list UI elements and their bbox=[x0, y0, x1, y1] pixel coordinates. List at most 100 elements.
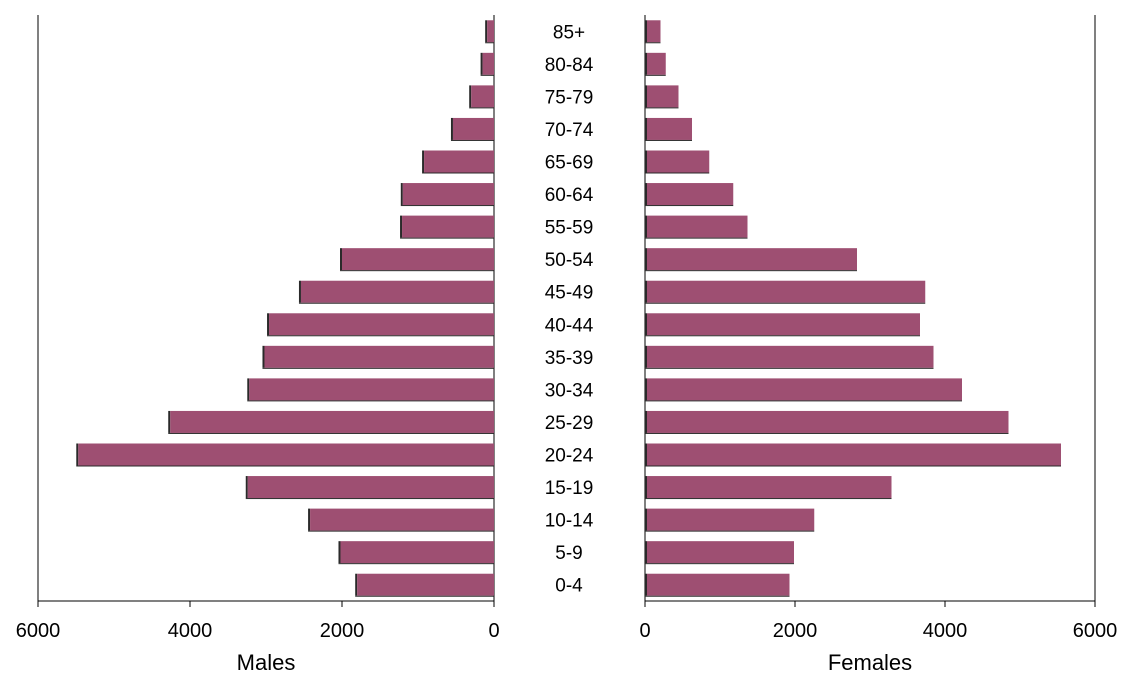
male-bar bbox=[357, 573, 494, 596]
male-bar-bottom-edge bbox=[400, 237, 494, 239]
male-bar-bottom-edge bbox=[422, 172, 494, 174]
male-bar-bottom-edge bbox=[247, 400, 494, 402]
male-bar-shadow bbox=[340, 248, 342, 271]
males-ticks: 6000 4000 2000 0 bbox=[16, 601, 500, 642]
male-bar-shadow bbox=[308, 508, 311, 531]
female-bar-bottom-edge bbox=[645, 270, 857, 272]
male-bar-bottom-edge bbox=[308, 530, 494, 532]
male-bar bbox=[264, 345, 494, 368]
male-bar bbox=[471, 85, 494, 108]
female-bar bbox=[647, 378, 962, 401]
female-bar bbox=[647, 573, 790, 596]
female-bar bbox=[647, 410, 1009, 433]
male-bar-bottom-edge bbox=[485, 42, 494, 44]
female-bar bbox=[647, 85, 679, 108]
female-bar bbox=[647, 313, 920, 336]
male-bar-shadow bbox=[245, 476, 248, 499]
female-bar bbox=[647, 248, 857, 271]
female-bar-bottom-edge bbox=[645, 205, 734, 207]
female-bar-bottom-edge bbox=[645, 595, 790, 597]
female-bar-shadow bbox=[645, 313, 647, 336]
female-bar bbox=[647, 280, 926, 303]
female-bar bbox=[647, 183, 734, 206]
age-group-label: 60-64 bbox=[545, 185, 594, 206]
age-group-label: 35-39 bbox=[545, 348, 594, 369]
x-tick-label: 2000 bbox=[773, 620, 818, 642]
male-bar-bottom-edge bbox=[400, 205, 494, 207]
male-bar-shadow bbox=[400, 215, 403, 238]
age-group-label: 45-49 bbox=[545, 283, 594, 304]
female-bar-bottom-edge bbox=[645, 42, 661, 44]
age-group-label: 30-34 bbox=[545, 380, 594, 401]
female-bar-bottom-edge bbox=[645, 107, 679, 109]
female-bar-shadow bbox=[645, 378, 647, 401]
male-bar-bottom-edge bbox=[469, 107, 494, 109]
female-bar-shadow bbox=[645, 248, 647, 271]
female-bar-shadow bbox=[645, 85, 647, 108]
male-bar-shadow bbox=[422, 150, 425, 173]
male-bar bbox=[249, 378, 494, 401]
x-tick-label: 0 bbox=[488, 620, 499, 642]
male-bar-bottom-edge bbox=[480, 74, 494, 76]
female-bar-bottom-edge bbox=[645, 530, 815, 532]
male-bar-shadow bbox=[469, 85, 472, 108]
male-bar-bottom-edge bbox=[245, 498, 494, 500]
male-bar-shadow bbox=[400, 183, 403, 206]
female-bar-shadow bbox=[645, 573, 647, 596]
male-bar bbox=[269, 313, 494, 336]
x-tick-label: 4000 bbox=[168, 620, 213, 642]
age-group-label: 10-14 bbox=[545, 511, 594, 532]
age-group-label: 40-44 bbox=[545, 315, 594, 336]
female-bar bbox=[647, 476, 892, 499]
male-bar bbox=[170, 410, 495, 433]
male-bar-bottom-edge bbox=[76, 465, 494, 467]
age-group-label: 70-74 bbox=[545, 120, 594, 141]
female-bar bbox=[647, 345, 934, 368]
female-bar-shadow bbox=[645, 280, 647, 303]
age-group-label: 20-24 bbox=[545, 446, 594, 467]
female-bar-bottom-edge bbox=[645, 172, 710, 174]
males-panel: 6000 4000 2000 0 Males bbox=[16, 15, 500, 675]
female-bar-bottom-edge bbox=[645, 400, 962, 402]
age-group-label: 5-9 bbox=[555, 543, 582, 564]
female-bar bbox=[647, 215, 748, 238]
female-bar-shadow bbox=[645, 150, 647, 173]
female-bar-shadow bbox=[645, 508, 647, 531]
x-tick-label: 6000 bbox=[1073, 620, 1118, 642]
male-bar-shadow bbox=[262, 345, 265, 368]
females-ticks: 0 2000 4000 6000 bbox=[639, 601, 1117, 642]
male-bar-bottom-edge bbox=[338, 563, 494, 565]
male-bar bbox=[300, 280, 494, 303]
x-tick-label: 0 bbox=[639, 620, 650, 642]
male-bar-bottom-edge bbox=[355, 595, 494, 597]
female-bar-shadow bbox=[645, 20, 647, 43]
female-bar-bottom-edge bbox=[645, 335, 920, 337]
male-bar-shadow bbox=[247, 378, 250, 401]
male-bar-shadow bbox=[168, 410, 171, 433]
females-bars bbox=[645, 20, 1061, 597]
female-bar-shadow bbox=[645, 215, 647, 238]
female-bar-shadow bbox=[645, 410, 647, 433]
males-bars bbox=[76, 20, 495, 597]
female-bar-bottom-edge bbox=[645, 74, 666, 76]
male-bar-bottom-edge bbox=[267, 335, 494, 337]
female-bar-shadow bbox=[645, 476, 647, 499]
age-group-label: 85+ bbox=[553, 22, 585, 43]
male-bar bbox=[402, 183, 494, 206]
male-bar bbox=[487, 20, 494, 43]
female-bar-shadow bbox=[645, 52, 647, 75]
male-bar bbox=[78, 443, 494, 466]
male-bar bbox=[402, 215, 494, 238]
female-bar-bottom-edge bbox=[645, 498, 892, 500]
male-bar-shadow bbox=[338, 541, 341, 564]
female-bar-bottom-edge bbox=[645, 139, 692, 141]
female-bar-bottom-edge bbox=[645, 432, 1009, 434]
female-bar-shadow bbox=[645, 541, 647, 564]
female-bar-shadow bbox=[645, 183, 647, 206]
male-bar-shadow bbox=[267, 313, 270, 336]
age-group-label: 75-79 bbox=[545, 87, 594, 108]
male-bar bbox=[482, 52, 494, 75]
male-bar bbox=[424, 150, 494, 173]
age-group-label: 65-69 bbox=[545, 153, 594, 174]
male-bar-shadow bbox=[355, 573, 358, 596]
